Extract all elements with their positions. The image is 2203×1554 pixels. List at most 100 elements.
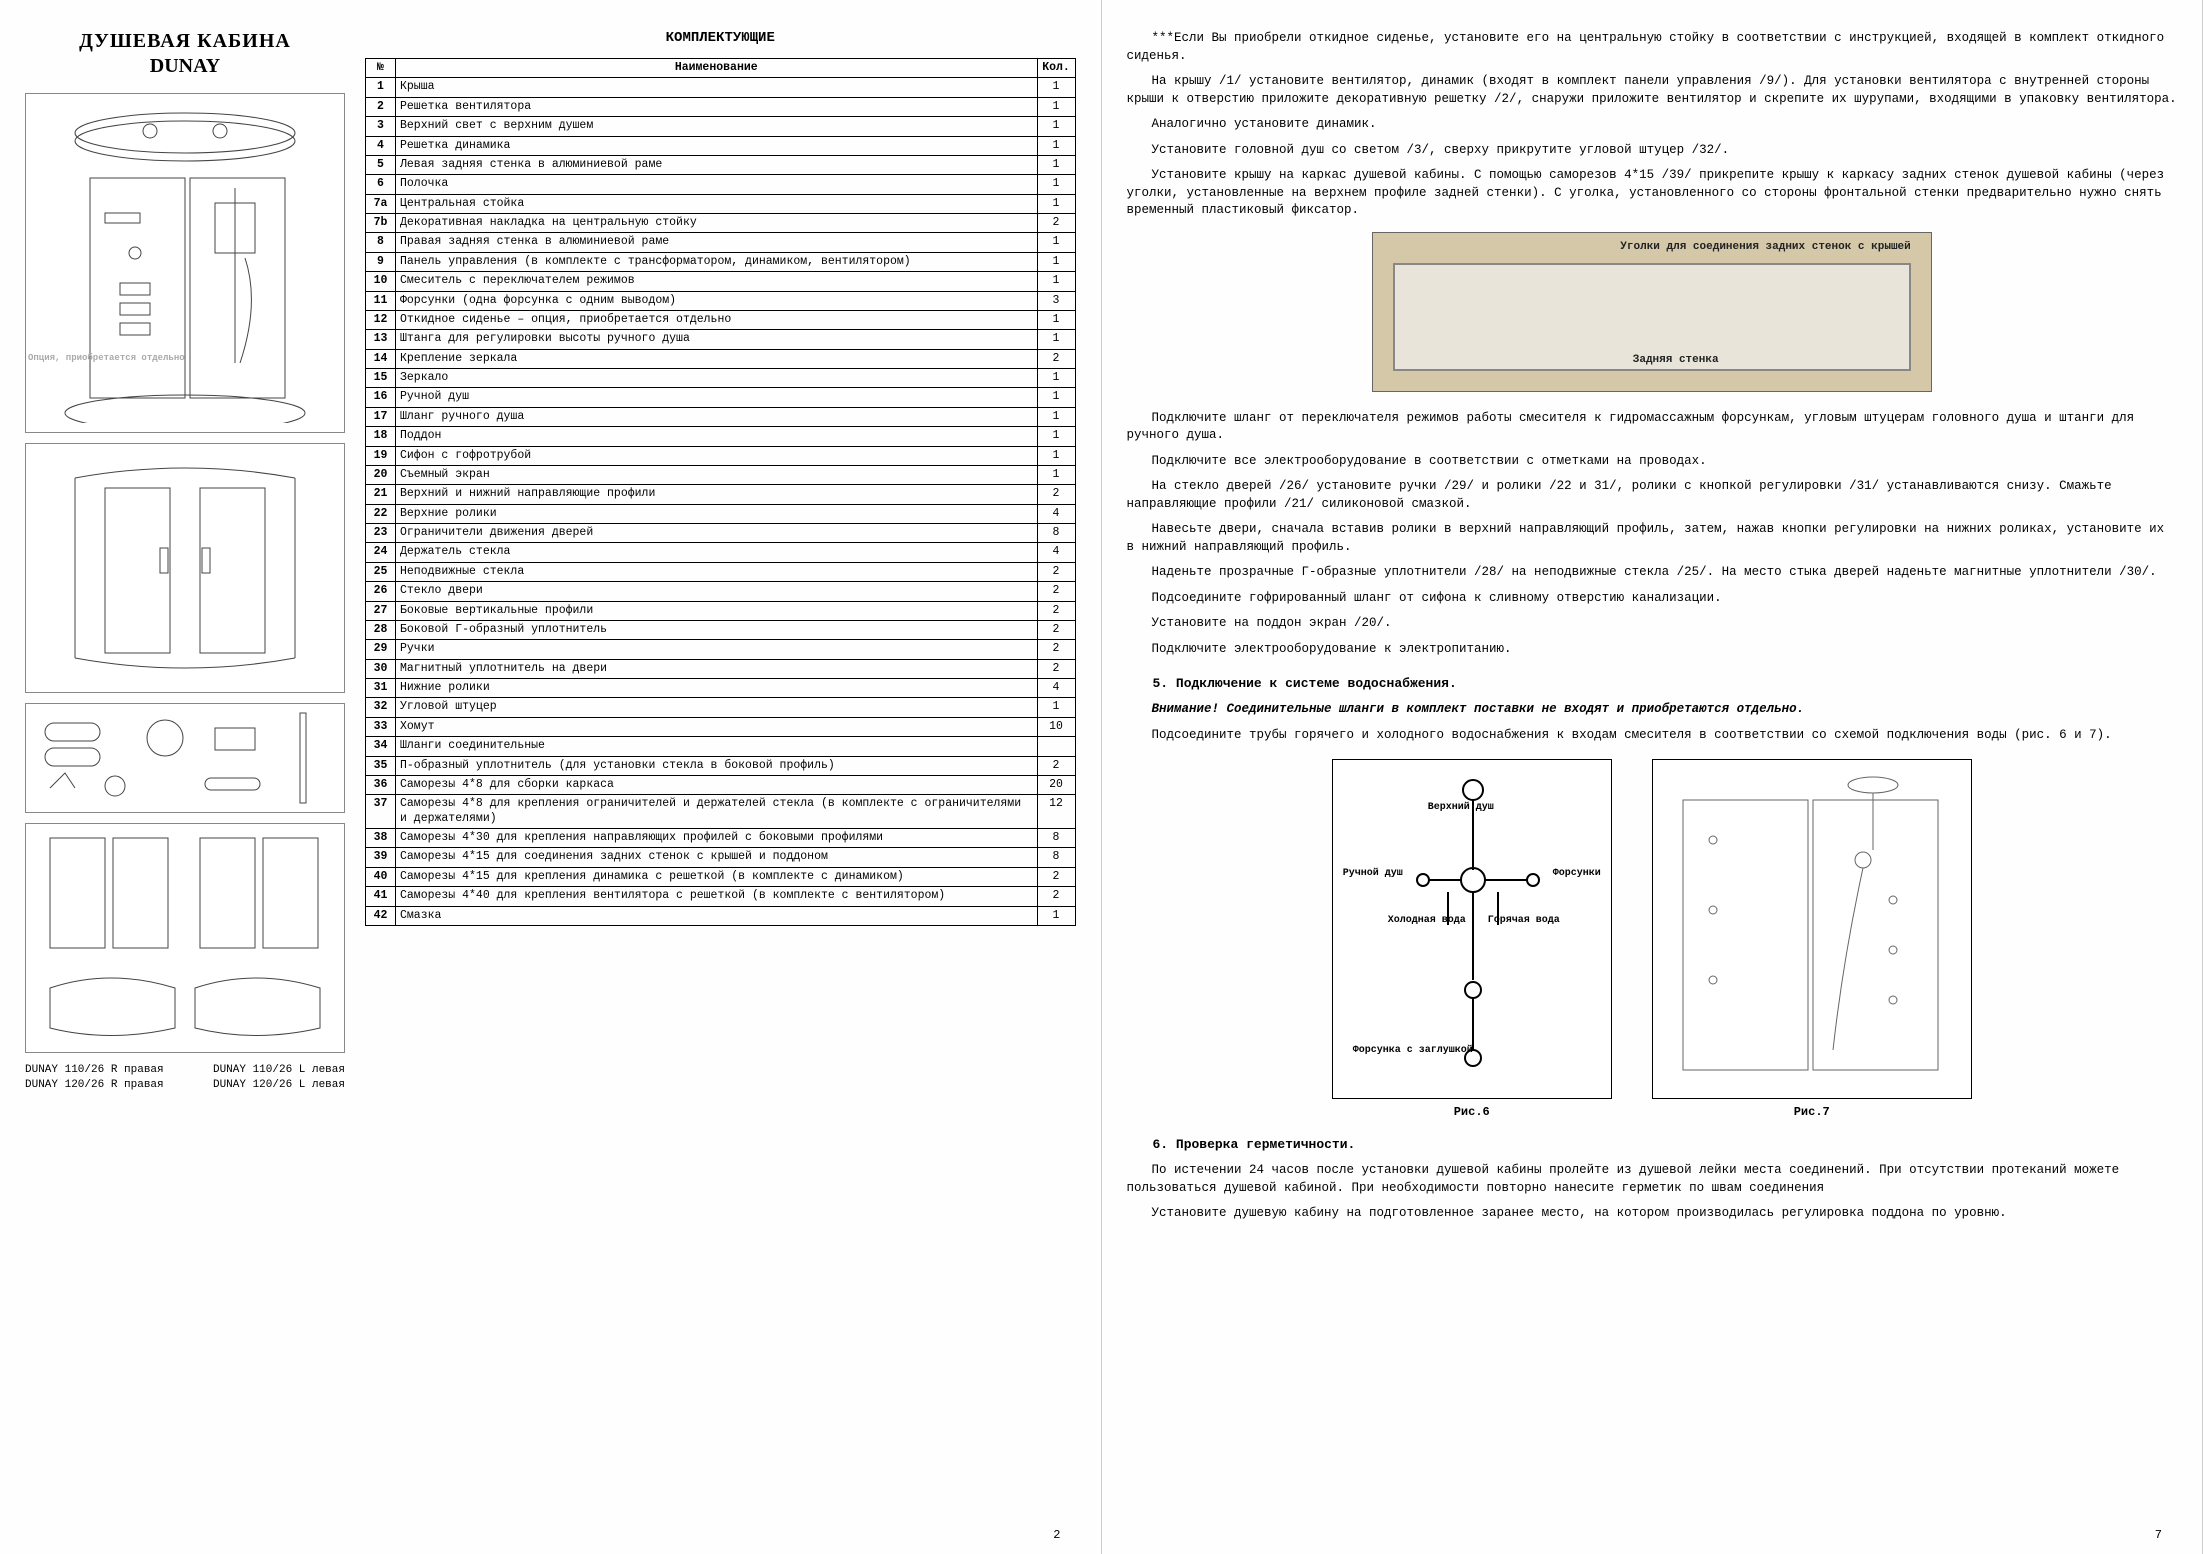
part-number: 15 <box>366 369 396 388</box>
part-name: Шланги соединительные <box>396 737 1038 756</box>
body-paragraph: Подключите все электрооборудование в соо… <box>1127 453 2178 471</box>
fig6-label: Холодная вода <box>1388 915 1466 926</box>
part-number: 7а <box>366 194 396 213</box>
table-row: 28Боковой Г-образный уплотнитель2 <box>366 620 1076 639</box>
part-number: 33 <box>366 717 396 736</box>
table-row: 29Ручки2 <box>366 640 1076 659</box>
part-number: 18 <box>366 427 396 446</box>
exploded-diagram-2 <box>25 443 345 693</box>
part-qty: 4 <box>1037 679 1075 698</box>
variant-label: DUNAY 120/26 L левая <box>213 1078 345 1093</box>
part-number: 11 <box>366 291 396 310</box>
part-name: Решетка динамика <box>396 136 1038 155</box>
part-name: Нижние ролики <box>396 679 1038 698</box>
part-qty: 1 <box>1037 155 1075 174</box>
part-number: 31 <box>366 679 396 698</box>
part-name: Боковые вертикальные профили <box>396 601 1038 620</box>
part-qty: 20 <box>1037 775 1075 794</box>
page-number: 7 <box>2155 1528 2162 1542</box>
part-name: Сифон с гофротрубой <box>396 446 1038 465</box>
part-number: 39 <box>366 848 396 867</box>
part-number: 42 <box>366 906 396 925</box>
part-qty: 2 <box>1037 756 1075 775</box>
part-name: Ручной душ <box>396 388 1038 407</box>
table-row: 42Смазка1 <box>366 906 1076 925</box>
body-paragraph: ***Если Вы приобрели откидное сиденье, у… <box>1127 30 2178 65</box>
body-paragraph: Аналогично установите динамик. <box>1127 116 2178 134</box>
table-row: 6Полочка1 <box>366 175 1076 194</box>
part-qty: 1 <box>1037 369 1075 388</box>
section-6-title: 6. Проверка герметичности. <box>1127 1137 2178 1152</box>
part-qty: 12 <box>1037 795 1075 829</box>
part-qty: 1 <box>1037 446 1075 465</box>
figure-7-caption: Рис.7 <box>1652 1105 1972 1119</box>
part-qty: 2 <box>1037 887 1075 906</box>
table-row: 33Хомут10 <box>366 717 1076 736</box>
part-number: 25 <box>366 562 396 581</box>
part-name: Шланг ручного душа <box>396 407 1038 426</box>
part-qty: 1 <box>1037 194 1075 213</box>
schematic-row: Верхний душ Ручной душ Форсунки Холодная… <box>1127 759 2178 1119</box>
part-qty: 2 <box>1037 485 1075 504</box>
part-qty: 1 <box>1037 906 1075 925</box>
part-name: П-образный уплотнитель (для установки ст… <box>396 756 1038 775</box>
part-qty: 1 <box>1037 252 1075 271</box>
part-qty: 2 <box>1037 349 1075 368</box>
table-row: 25Неподвижные стекла2 <box>366 562 1076 581</box>
variant-label: DUNAY 120/26 R правая <box>25 1078 164 1093</box>
part-number: 32 <box>366 698 396 717</box>
part-name: Держатель стекла <box>396 543 1038 562</box>
table-row: 41Саморезы 4*40 для крепления вентилятор… <box>366 887 1076 906</box>
part-qty: 8 <box>1037 848 1075 867</box>
part-name: Правая задняя стенка в алюминиевой раме <box>396 233 1038 252</box>
figure-6-caption: Рис.6 <box>1332 1105 1612 1119</box>
table-row: 31Нижние ролики4 <box>366 679 1076 698</box>
body-paragraph: На крышу /1/ установите вентилятор, дина… <box>1127 73 2178 108</box>
part-qty: 10 <box>1037 717 1075 736</box>
part-number: 5 <box>366 155 396 174</box>
section-5-text: Подсоедините трубы горячего и холодного … <box>1127 727 2178 745</box>
part-number: 17 <box>366 407 396 426</box>
table-row: 11Форсунки (одна форсунка с одним выводо… <box>366 291 1076 310</box>
part-name: Саморезы 4*8 для крепления ограничителей… <box>396 795 1038 829</box>
table-row: 2Решетка вентилятора1 <box>366 97 1076 116</box>
part-qty: 8 <box>1037 524 1075 543</box>
part-name: Боковой Г-образный уплотнитель <box>396 620 1038 639</box>
body-paragraph: Наденьте прозрачные Г-образные уплотните… <box>1127 564 2178 582</box>
table-row: 37Саморезы 4*8 для крепления ограничител… <box>366 795 1076 829</box>
part-qty: 2 <box>1037 214 1075 233</box>
table-row: 35П-образный уплотнитель (для установки … <box>366 756 1076 775</box>
table-row: 16Ручной душ1 <box>366 388 1076 407</box>
part-qty: 1 <box>1037 117 1075 136</box>
part-name: Смеситель с переключателем режимов <box>396 272 1038 291</box>
part-number: 22 <box>366 504 396 523</box>
variant-label: DUNAY 110/26 R правая <box>25 1063 164 1078</box>
part-qty <box>1037 737 1075 756</box>
part-name: Верхний и нижний направляющие профили <box>396 485 1038 504</box>
part-number: 23 <box>366 524 396 543</box>
table-row: 7bДекоративная накладка на центральную с… <box>366 214 1076 233</box>
body-paragraph: Установите на поддон экран /20/. <box>1127 615 2178 633</box>
part-number: 16 <box>366 388 396 407</box>
photo-caption-bottom: Задняя стенка <box>1633 354 1719 366</box>
part-name: Верхние ролики <box>396 504 1038 523</box>
part-name: Зеркало <box>396 369 1038 388</box>
body-paragraph: Установите крышу на каркас душевой кабин… <box>1127 167 2178 220</box>
part-number: 19 <box>366 446 396 465</box>
part-name: Левая задняя стенка в алюминиевой раме <box>396 155 1038 174</box>
part-qty: 1 <box>1037 175 1075 194</box>
table-row: 20Съемный экран1 <box>366 465 1076 484</box>
fig6-label: Форсунки <box>1553 868 1601 879</box>
part-name: Неподвижные стекла <box>396 562 1038 581</box>
small-parts-diagram <box>25 703 345 813</box>
variant-label: DUNAY 110/26 L левая <box>213 1063 345 1078</box>
table-row: 15Зеркало1 <box>366 369 1076 388</box>
part-name: Откидное сиденье – опция, приобретается … <box>396 310 1038 329</box>
page-left: ДУШЕВАЯ КАБИНА DUNAY <box>0 0 1102 1554</box>
body-paragraph: Подключите электрооборудование к электро… <box>1127 641 2178 659</box>
part-qty: 1 <box>1037 407 1075 426</box>
table-row: 36Саморезы 4*8 для сборки каркаса20 <box>366 775 1076 794</box>
table-row: 12Откидное сиденье – опция, приобретаетс… <box>366 310 1076 329</box>
part-number: 9 <box>366 252 396 271</box>
table-row: 39Саморезы 4*15 для соединения задних ст… <box>366 848 1076 867</box>
